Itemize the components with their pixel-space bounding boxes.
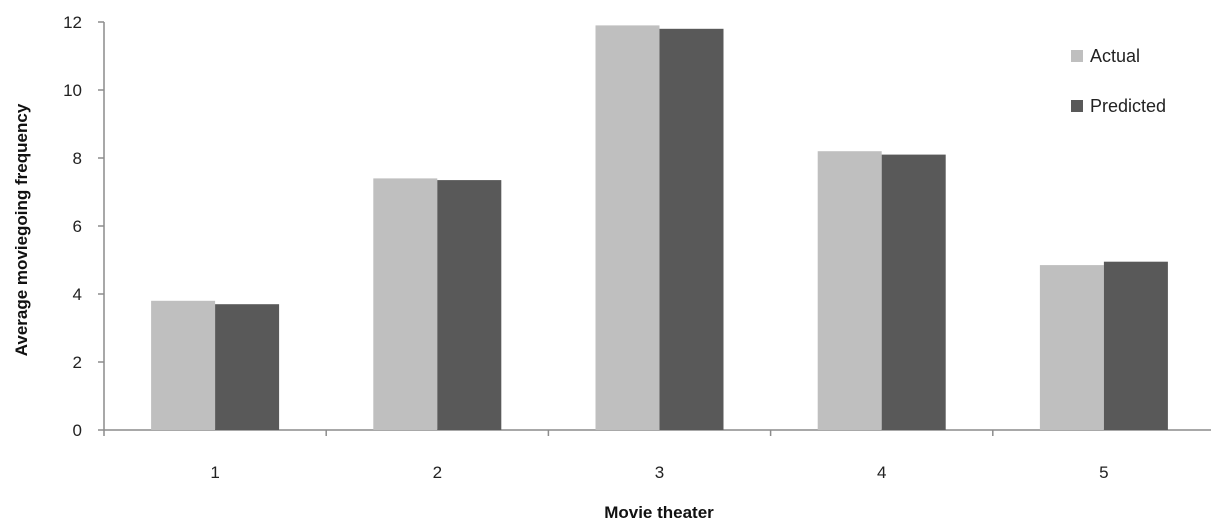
bar-actual-3 — [595, 25, 660, 431]
legend: Actual Predicted — [1071, 46, 1166, 116]
y-tick-label: 4 — [73, 285, 82, 304]
y-tick-label: 8 — [73, 149, 82, 168]
x-tick-label: 5 — [1099, 463, 1108, 482]
y-tick-label: 6 — [73, 217, 82, 236]
legend-swatch-predicted — [1071, 100, 1083, 112]
x-tick-label: 2 — [433, 463, 442, 482]
bar-predicted-3 — [659, 28, 724, 431]
bar-actual-5 — [1039, 265, 1104, 430]
bar-actual-4 — [817, 151, 882, 430]
x-tick-label: 4 — [877, 463, 886, 482]
y-tick-label: 12 — [63, 13, 82, 32]
x-tick-label: 3 — [655, 463, 664, 482]
bars — [151, 25, 1168, 431]
y-axis-title: Average moviegoing frequency — [12, 103, 31, 356]
bar-predicted-1 — [215, 304, 280, 430]
y-axis-ticks: 0 2 4 6 8 10 12 — [63, 13, 104, 440]
bar-predicted-4 — [881, 154, 946, 430]
bar-predicted-5 — [1103, 261, 1168, 430]
x-axis-title: Movie theater — [604, 503, 714, 522]
x-tick-label: 1 — [210, 463, 219, 482]
legend-swatch-actual — [1071, 50, 1083, 62]
x-axis-ticks: 1 2 3 4 5 — [103, 430, 1109, 482]
legend-label-actual: Actual — [1090, 46, 1140, 66]
bar-predicted-2 — [437, 180, 502, 430]
bar-actual-2 — [373, 178, 438, 430]
bar-actual-1 — [151, 300, 216, 430]
y-tick-label: 10 — [63, 81, 82, 100]
y-tick-label: 0 — [73, 421, 82, 440]
y-tick-label: 2 — [73, 353, 82, 372]
legend-label-predicted: Predicted — [1090, 96, 1166, 116]
